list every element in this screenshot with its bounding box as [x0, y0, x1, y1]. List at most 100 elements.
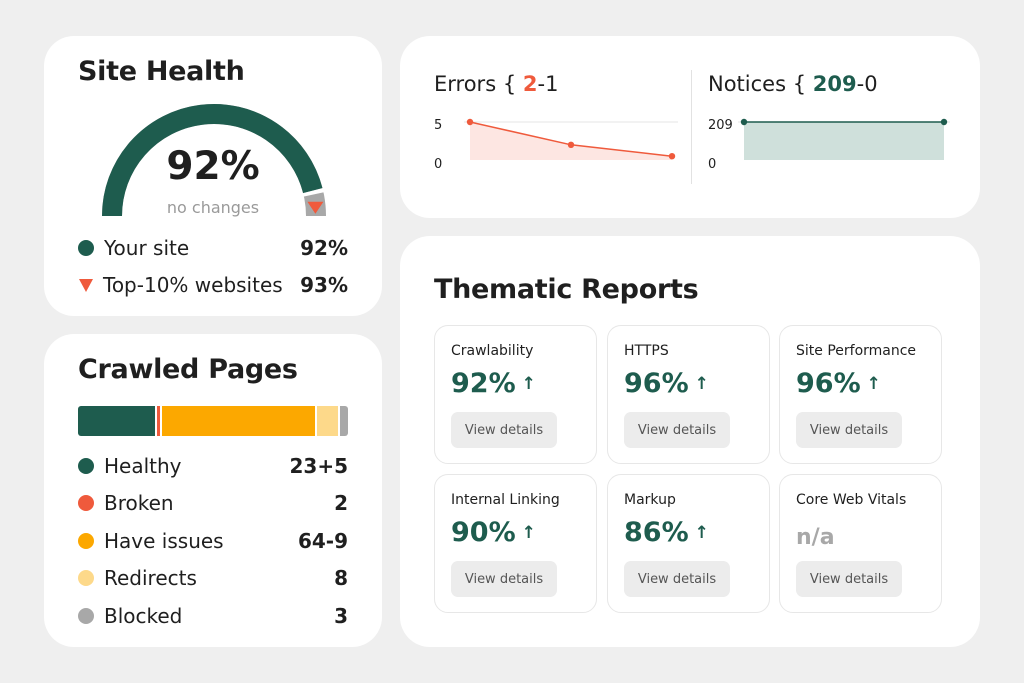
site-health-gauge [102, 104, 326, 217]
report-tile-crawlability: Crawlability 92% ↑ View details [434, 325, 597, 464]
legend-label: Your site [104, 236, 190, 260]
site-health-title: Site Health [78, 56, 245, 87]
tile-name: Internal Linking [451, 492, 560, 508]
top-10-marker [307, 201, 324, 214]
errors-title: Errors { 2-1 [434, 72, 558, 96]
report-tile-core-web-vitals: Core Web Vitals n/a View details [779, 474, 942, 613]
errors-y-min: 0 [434, 157, 443, 172]
row-value: 3 [334, 604, 348, 628]
circle-icon [78, 495, 94, 511]
tile-value: 90% ↑ [451, 517, 536, 548]
series-area [744, 122, 944, 160]
report-tile-site-performance: Site Performance 96% ↑ View details [779, 325, 942, 464]
gauge-gap [302, 187, 325, 197]
site-health-subtitle: no changes [166, 198, 260, 217]
view-details-button[interactable]: View details [451, 561, 557, 597]
legend-value: 93% [300, 273, 348, 297]
crawled-row-broken: Broken 2 [78, 490, 348, 516]
arrow-up-icon: ↑ [694, 373, 709, 394]
errors-chart [464, 118, 678, 160]
arrow-up-icon: ↑ [694, 522, 709, 543]
notices-title: Notices { 209-0 [708, 72, 878, 96]
thematic-reports-title: Thematic Reports [434, 274, 699, 305]
data-point [567, 141, 575, 148]
tile-percent: 86% [624, 517, 689, 548]
notices-y-max: 209 [708, 118, 733, 133]
row-value: 64-9 [297, 529, 348, 553]
view-details-button[interactable]: View details [624, 412, 730, 448]
tile-name: HTTPS [624, 343, 669, 359]
view-details-button[interactable]: View details [796, 561, 902, 597]
bar-segment-healthy [78, 406, 157, 436]
bar-segment-blocked [339, 406, 348, 436]
notices-label: Notices [708, 72, 787, 96]
tile-name: Site Performance [796, 343, 917, 359]
notices-brace: { [792, 72, 807, 96]
row-value: 2 [334, 491, 348, 515]
issues-card: Errors { 2-1 5 0 Notices { 209-0 209 0 [400, 36, 980, 218]
row-value: 8 [334, 566, 348, 590]
report-tile-https: HTTPS 96% ↑ View details [607, 325, 770, 464]
bar-segment-redirects [317, 406, 340, 436]
gauge-fill [102, 104, 323, 217]
notices-chart [738, 118, 950, 160]
tile-percent: n/a [796, 525, 835, 550]
bar-segment-have-issues [162, 406, 318, 436]
data-point [466, 118, 474, 126]
notices-current: 209 [812, 72, 857, 96]
crawled-row-blocked: Blocked 3 [78, 603, 348, 629]
legend-label: Top-10% websites [103, 273, 283, 297]
row-label: Broken [104, 491, 174, 515]
circle-icon [78, 240, 94, 256]
errors-label: Errors [434, 72, 497, 96]
arrow-up-icon: ↑ [521, 373, 536, 394]
errors-current: 2 [522, 72, 538, 96]
bar-segment-broken [156, 406, 163, 436]
divider [691, 70, 692, 184]
row-label: Healthy [104, 454, 182, 478]
crawled-row-have-issues: Have issues 64-9 [78, 528, 348, 554]
circle-icon [78, 533, 94, 549]
circle-icon [78, 458, 94, 474]
report-tile-markup: Markup 86% ↑ View details [607, 474, 770, 613]
notices-y-min: 0 [708, 157, 717, 172]
tile-name: Core Web Vitals [796, 492, 907, 508]
report-tile-internal-linking: Internal Linking 90% ↑ View details [434, 474, 597, 613]
data-point [740, 118, 748, 126]
series-area [470, 122, 672, 160]
tile-name: Crawlability [451, 343, 534, 359]
errors-brace: { [502, 72, 517, 96]
tile-value: 86% ↑ [624, 517, 709, 548]
tile-percent: 96% [624, 368, 689, 399]
tile-percent: 90% [451, 517, 516, 548]
tile-value: 92% ↑ [451, 368, 536, 399]
circle-icon [78, 570, 94, 586]
row-label: Redirects [104, 566, 197, 590]
crawled-pages-bar [78, 406, 348, 436]
legend-value: 92% [300, 236, 348, 260]
legend-your-site: Your site 92% [78, 235, 348, 261]
data-point [668, 153, 676, 160]
row-label: Have issues [104, 529, 224, 553]
tile-value: n/a [796, 525, 835, 550]
tile-value: 96% ↑ [624, 368, 709, 399]
view-details-button[interactable]: View details [451, 412, 557, 448]
tile-percent: 96% [796, 368, 861, 399]
view-details-button[interactable]: View details [624, 561, 730, 597]
triangle-down-icon [79, 278, 93, 292]
errors-y-max: 5 [434, 118, 443, 133]
row-value: 23+5 [289, 454, 348, 478]
tile-name: Markup [624, 492, 676, 508]
crawled-row-redirects: Redirects 8 [78, 565, 348, 591]
circle-icon [78, 608, 94, 624]
data-point [940, 118, 948, 126]
crawled-row-healthy: Healthy 23+5 [78, 453, 348, 479]
errors-delta: -1 [537, 72, 559, 96]
arrow-up-icon: ↑ [866, 373, 881, 394]
legend-top-10: Top-10% websites 93% [78, 272, 348, 298]
crawled-pages-card: Crawled Pages Healthy 23+5 Broken 2 Have… [44, 334, 382, 647]
crawled-pages-title: Crawled Pages [78, 354, 298, 385]
arrow-up-icon: ↑ [521, 522, 536, 543]
row-label: Blocked [104, 604, 183, 628]
view-details-button[interactable]: View details [796, 412, 902, 448]
